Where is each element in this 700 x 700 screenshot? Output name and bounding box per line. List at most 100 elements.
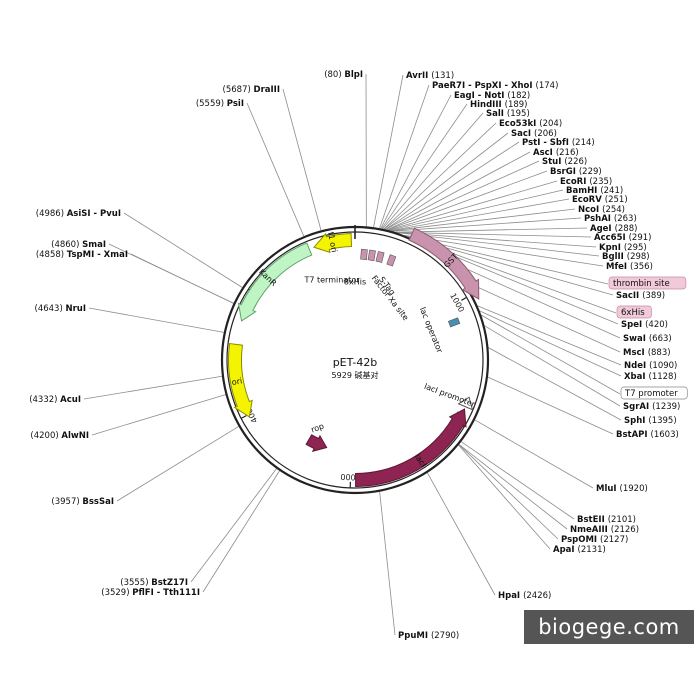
tag-box-t7-promoter — [620, 386, 688, 400]
site-leader — [396, 232, 597, 248]
site-leader — [380, 94, 452, 229]
feature-label-lac-operator: lac operator — [418, 306, 445, 355]
site-name: NruI — [65, 304, 86, 314]
site-name: AgeI — [590, 224, 615, 234]
site-leader — [379, 84, 430, 229]
feature-arrow-f1-ori — [313, 232, 353, 254]
site-name: BstAPI — [616, 430, 651, 440]
tick-mark — [240, 415, 247, 419]
site-position: (1128) — [649, 372, 677, 382]
site-name: MfeI — [606, 262, 630, 272]
site-name: PaeR7I - PspXI - XhoI — [432, 81, 536, 91]
site-name: SphI — [624, 416, 648, 426]
site-leader — [477, 305, 622, 366]
site-position: (2426) — [523, 591, 551, 601]
site-name: Eco53kI — [499, 119, 539, 129]
site-label-psti-sbfi: PstI - SbfI (214) — [522, 138, 595, 148]
feature-marker-lac-operator — [447, 317, 461, 328]
site-label-nmeaiii: NmeAIII (2126) — [570, 525, 639, 535]
site-leader — [460, 441, 575, 520]
site-name: BstEII — [577, 515, 608, 525]
feature-marker-s-tag — [375, 251, 385, 263]
site-position: (5559) — [196, 99, 227, 109]
site-label-hindiii: HindIII (189) — [470, 100, 527, 110]
site-leader — [391, 217, 582, 232]
site-label-bamhi: BamHI (241) — [566, 186, 623, 196]
site-position: (189) — [505, 100, 528, 110]
site-position: (1920) — [620, 484, 648, 494]
site-name: DraIII — [254, 85, 280, 95]
site-leader — [390, 208, 576, 232]
site-leader — [479, 310, 622, 377]
site-position: (263) — [614, 214, 637, 224]
site-leader — [373, 74, 404, 228]
site-name: MscI — [623, 348, 648, 358]
site-name: BamHI — [566, 186, 600, 196]
site-name: SmaI — [82, 240, 106, 250]
site-leader — [390, 198, 570, 232]
feature-arrow-gst — [408, 227, 480, 300]
site-leader — [379, 491, 396, 636]
tag-features: thrombin site 6xHis T7 promoter — [608, 276, 688, 400]
plasmid-name: pET-42b — [333, 356, 378, 369]
site-position: (420) — [645, 320, 668, 330]
site-name: PpuMI — [398, 631, 431, 641]
site-name: SgrAI — [623, 402, 652, 412]
site-position: (2126) — [611, 525, 639, 535]
site-label-psii: (5559) PsiI — [196, 99, 244, 109]
site-position: (195) — [507, 109, 530, 119]
tick-label: 3000 — [340, 472, 361, 482]
feature-arrow-laci — [355, 408, 467, 488]
feature-label-t7-terminator: T7 terminator — [303, 276, 360, 285]
site-leader — [458, 444, 559, 540]
site-position: (131) — [431, 71, 454, 81]
site-name: AvrII — [406, 71, 431, 81]
site-position: (5687) — [223, 85, 254, 95]
site-leader — [91, 394, 226, 436]
site-position: (291) — [629, 233, 652, 243]
site-label-pspomi: PspOMI (2127) — [561, 535, 628, 545]
site-label-asci: AscI (216) — [533, 148, 579, 158]
site-position: (288) — [615, 224, 638, 234]
site-position: (356) — [630, 262, 653, 272]
tick-mark — [461, 296, 467, 301]
site-name: SpeI — [621, 320, 645, 330]
site-position: (226) — [564, 157, 587, 167]
site-label-stui: StuI (226) — [542, 157, 587, 167]
site-leader — [123, 212, 243, 288]
site-leader — [246, 102, 305, 237]
site-leader — [384, 141, 520, 230]
site-label-sali: SalI (195) — [486, 109, 530, 119]
feature-label-8xhis: 8xHis — [344, 278, 366, 287]
site-name: BsrGI — [550, 167, 579, 177]
site-label-msci: MscI (883) — [623, 348, 671, 358]
site-leader — [387, 170, 548, 231]
site-label-bstz17i: (3555) BstZ17I — [120, 578, 188, 588]
site-leader — [474, 419, 594, 489]
feature-marker-factor-xa-site — [386, 254, 397, 267]
site-position: (663) — [649, 334, 672, 344]
site-label-asisi-pvui: (4986) AsiSI - PvuI — [36, 209, 121, 219]
site-label-swai: SwaI (663) — [623, 334, 672, 344]
site-position: (1239) — [652, 402, 680, 412]
site-leader — [488, 347, 622, 421]
site-label-kpni: KpnI (295) — [599, 243, 647, 253]
tag-box-thrombin-site — [608, 276, 687, 290]
site-leader — [202, 470, 280, 593]
tag-label-thrombin-site: thrombin site — [613, 279, 670, 289]
site-leader — [458, 444, 568, 530]
site-name: ApaI — [553, 545, 578, 555]
site-label-bsssai: (3957) BssSaI — [51, 497, 114, 507]
site-label-tspmi-xmai: (4858) TspMI - XmaI — [36, 250, 128, 260]
tag-label-t7-promoter: T7 promoter — [624, 389, 678, 399]
site-leader — [388, 189, 564, 231]
site-label-xbai: XbaI (1128) — [624, 372, 677, 382]
site-name: EagI - NotI — [454, 91, 507, 101]
site-name: AscI — [533, 148, 556, 158]
site-label-eagi-noti: EagI - NotI (182) — [454, 91, 530, 101]
site-position: (80) — [324, 70, 344, 80]
site-name: NmeAIII — [570, 525, 611, 535]
site-label-blpi: (80) BlpI — [324, 70, 363, 80]
